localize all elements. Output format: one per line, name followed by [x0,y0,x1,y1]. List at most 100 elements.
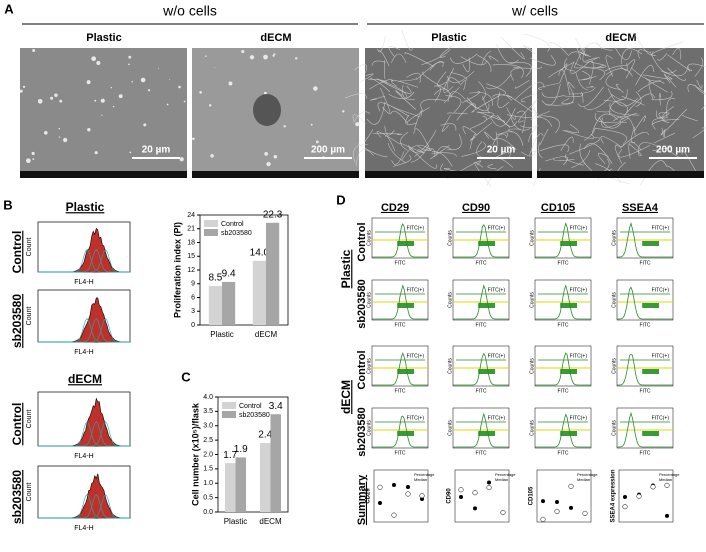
label: 2.4 [258,430,272,441]
fiber [520,140,538,157]
fiber [618,144,651,158]
marker [391,512,397,518]
gate-box [560,303,577,308]
fiber [377,36,386,53]
fiber [379,87,391,114]
label: sb203580 [356,279,368,329]
fiber [595,40,613,51]
marker [406,485,410,490]
plot-frame [371,279,429,321]
histogram [372,284,428,320]
fiber [462,91,481,104]
fiber [408,130,437,153]
gate-box [397,369,414,374]
fiber [655,110,669,119]
info-bar [537,171,704,178]
fiber [469,133,477,150]
fiber [564,57,575,72]
fiber [601,117,629,128]
fiber [385,135,396,152]
marker [377,484,383,490]
fiber [388,46,401,57]
speck [249,55,255,60]
gate-box [478,241,495,246]
speck [272,54,275,57]
fiber [582,75,597,80]
fiber [407,145,437,169]
speck [355,122,360,127]
fiber [583,94,613,110]
label: Control [10,231,24,274]
gate-label: FITC(+) [488,287,506,293]
histogram [453,412,509,448]
legend-label: Control [221,221,244,228]
gate-box [642,369,659,374]
fiber [579,143,586,164]
fiber [492,94,513,98]
fiber [681,114,698,122]
fiber [595,163,621,183]
fiber [414,148,436,158]
fiber [371,60,386,67]
fiber [387,143,406,164]
speck [32,49,36,52]
fiber [431,151,453,167]
fiber [571,149,591,168]
y-tick-label: 3.5 [203,408,213,415]
label: FITC [475,450,486,456]
fiber [355,149,374,167]
label: Count [26,483,33,502]
fiber [660,108,687,136]
fiber [353,64,367,73]
fiber [651,90,673,101]
gate-label: FITC(+) [570,225,588,231]
y-tick-label: 2.0 [203,451,213,458]
fiber [562,129,595,139]
label: FITC [639,322,650,328]
fiber [620,48,643,65]
fiber [560,136,574,151]
fiber [609,99,623,115]
fiber [605,72,621,90]
speck [19,89,23,93]
fiber [447,91,466,103]
marker [623,494,627,499]
speck [94,99,97,102]
label: Summary [356,474,368,525]
speck [22,85,26,88]
fiber [597,152,609,164]
fiber [545,94,575,106]
marker [541,499,545,504]
fiber [591,113,618,134]
fiber [488,55,499,62]
plot-frame [618,469,674,523]
gate-box [478,303,495,308]
label: C [181,369,191,384]
fiber [487,163,497,170]
speck [210,154,214,158]
fiber [357,143,388,158]
fiber [481,50,492,66]
y-tick-label: 3.0 [203,423,213,430]
fiber [449,53,478,64]
fiber [581,91,584,103]
fiber [564,124,579,134]
fiber [541,84,561,106]
label: 1.7 [223,450,237,461]
fiber [579,46,590,57]
y-tick-label: 0 [191,322,195,329]
fiber [493,138,517,151]
label: Counts [529,230,535,246]
plot-frame [534,407,592,449]
fiber [400,131,409,151]
speck [147,89,151,92]
y-tick-label: 4.0 [203,394,213,401]
fiber [533,168,541,186]
fiber [369,79,394,90]
marker [459,494,463,499]
fiber [469,92,494,106]
speck [94,151,98,155]
fiber [378,79,408,98]
marker [378,501,382,506]
fiber [612,115,636,136]
